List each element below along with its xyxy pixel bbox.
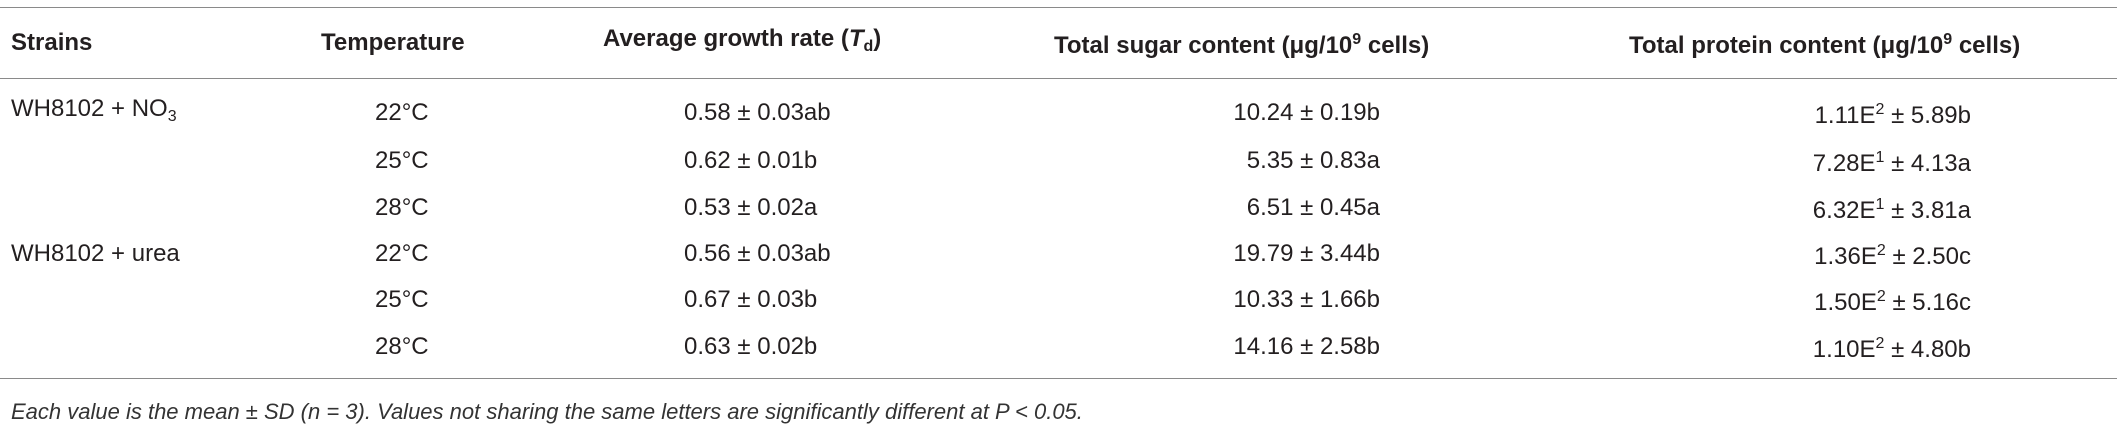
body-cell: 6.32E1 ± 3.81a [1813, 190, 1971, 226]
body-cell: 1.50E2 ± 5.16c [1814, 282, 1971, 318]
top-rule [0, 7, 2117, 8]
header-rule [0, 78, 2117, 79]
sup-part: 9 [1352, 31, 1362, 48]
body-cell: 1.36E2 ± 2.50c [1814, 236, 1971, 272]
text-part: ± 4.13a [1884, 150, 1971, 177]
text-part: 10.33 ± 1.66b [1233, 286, 1380, 313]
text-part: 1.50E [1814, 289, 1877, 316]
text-part: ± 2.50c [1885, 243, 1971, 270]
body-cell: 0.62 ± 0.01b [684, 146, 817, 176]
text-part: 6.51 ± 0.45a [1246, 194, 1380, 221]
text-part: 7.28E [1812, 150, 1876, 177]
body-cell: 6.51 ± 0.45a [1247, 193, 1380, 223]
text-part: 0.53 ± 0.02a [684, 194, 818, 221]
text-part: 6.32E [1812, 197, 1876, 224]
text-part: 25°C [375, 147, 429, 174]
body-cell: 25°C [375, 285, 429, 315]
text-part: Average growth rate ( [603, 25, 849, 52]
text-part: WH8102 + urea [11, 240, 180, 267]
text-part: ± 5.16c [1885, 289, 1971, 316]
text-part: WH8102 + NO [11, 95, 168, 122]
body-cell: 0.53 ± 0.02a [684, 193, 817, 223]
body-cell: 0.58 ± 0.03ab [684, 98, 831, 128]
body-cell: 0.67 ± 0.03b [684, 285, 817, 315]
text-part: 22°C [375, 99, 429, 126]
text-part: 0.63 ± 0.02b [684, 333, 818, 360]
sub-part: d [863, 38, 874, 55]
header-cell: Total protein content (μg/109 cells) [1629, 25, 2020, 61]
text-part: ± 3.81a [1884, 197, 1971, 224]
text-part: ) [873, 25, 882, 52]
text-part: 10.24 ± 0.19b [1233, 99, 1380, 126]
bottom-rule [0, 378, 2117, 379]
text-part: Total protein content (μg/10 [1629, 32, 1944, 59]
sup-part: 2 [1875, 101, 1885, 118]
sup-part: 1 [1875, 196, 1885, 213]
header-cell: Strains [11, 28, 92, 58]
body-cell: 28°C [375, 332, 429, 362]
text-part: Strains [11, 29, 93, 56]
sup-part: 2 [1875, 335, 1885, 352]
body-cell: 5.35 ± 0.83a [1247, 146, 1380, 176]
text-part: 0.62 ± 0.01b [684, 147, 818, 174]
body-cell: 10.33 ± 1.66b [1233, 285, 1380, 315]
body-cell: 22°C [375, 239, 429, 269]
sub-part: 3 [167, 108, 177, 125]
body-cell: 22°C [375, 98, 429, 128]
text-part: Temperature [321, 29, 465, 56]
body-cell: 1.10E2 ± 4.80b [1813, 329, 1971, 365]
text-part: ± 4.80b [1884, 336, 1971, 363]
body-cell: WH8102 + NO3 [11, 94, 177, 132]
body-cell: 14.16 ± 2.58b [1233, 332, 1380, 362]
text-part: 1.10E [1812, 336, 1876, 363]
text-part: 1.11E [1814, 102, 1876, 129]
text-part: 25°C [375, 286, 429, 313]
footnote: Each value is the mean ± SD (n = 3). Val… [11, 399, 1083, 424]
text-part: 28°C [375, 194, 429, 221]
text-part: 19.79 ± 3.44b [1233, 240, 1380, 267]
sup-part: 1 [1875, 149, 1885, 166]
text-part: 1.36E [1814, 243, 1877, 270]
sup-part: 9 [1943, 31, 1953, 48]
text-part: 0.58 ± 0.03ab [684, 99, 831, 126]
text-part: 0.67 ± 0.03b [684, 286, 818, 313]
header-cell: Average growth rate (Td) [603, 24, 881, 62]
body-cell: 19.79 ± 3.44b [1233, 239, 1380, 269]
body-cell: 28°C [375, 193, 429, 223]
text-part: ± 5.89b [1884, 102, 1971, 129]
text-part: cells) [1952, 32, 2021, 59]
text-part: cells) [1361, 32, 1430, 59]
body-cell: 25°C [375, 146, 429, 176]
header-cell: Temperature [321, 28, 465, 58]
body-cell: 7.28E1 ± 4.13a [1813, 143, 1971, 179]
text-part: 0.56 ± 0.03ab [684, 240, 831, 267]
header-cell: Total sugar content (μg/109 cells) [1054, 25, 1429, 61]
body-cell: 1.11E2 ± 5.89b [1815, 95, 1971, 131]
sup-part: 2 [1876, 242, 1886, 259]
text-part: 5.35 ± 0.83a [1246, 147, 1380, 174]
italic-part: T [848, 25, 864, 52]
text-part: 14.16 ± 2.58b [1233, 333, 1380, 360]
body-cell: 0.56 ± 0.03ab [684, 239, 831, 269]
sup-part: 2 [1876, 288, 1886, 305]
text-part: 28°C [375, 333, 429, 360]
text-part: 22°C [375, 240, 429, 267]
body-cell: 0.63 ± 0.02b [684, 332, 817, 362]
text-part: Total sugar content (μg/10 [1054, 32, 1353, 59]
body-cell: WH8102 + urea [11, 239, 180, 269]
body-cell: 10.24 ± 0.19b [1233, 98, 1380, 128]
